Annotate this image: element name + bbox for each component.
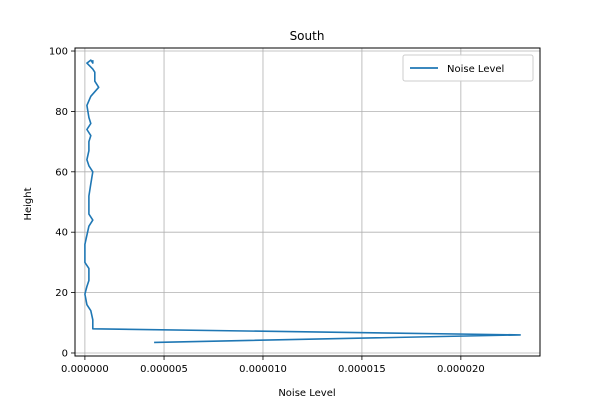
y-tick-label: 100 — [49, 47, 68, 58]
y-axis-label: Height — [23, 187, 34, 220]
y-axis: 0 20 40 60 80 100 — [49, 47, 75, 359]
series-layer — [84, 59, 522, 344]
legend-box — [402, 54, 534, 82]
x-axis: 0.000000 0.000005 0.000010 0.000015 0.000020 — [61, 356, 485, 375]
x-tick-label: 0.000005 — [140, 364, 188, 375]
legend-label: Noise Level — [447, 64, 504, 75]
x-tick-label: 0.000015 — [338, 364, 386, 375]
x-tick-label: 0.000020 — [437, 364, 485, 375]
grid — [75, 48, 540, 356]
y-tick-label: 40 — [55, 228, 68, 239]
y-tick-label: 80 — [55, 107, 68, 118]
series-line — [84, 59, 522, 344]
y-tick-label: 0 — [62, 348, 68, 359]
legend: Noise Level — [402, 54, 534, 82]
x-tick-label: 0.000010 — [239, 364, 287, 375]
chart-title: South — [290, 29, 325, 43]
plot-frame — [74, 47, 541, 357]
x-tick-label: 0.000000 — [61, 364, 109, 375]
y-tick-label: 60 — [55, 167, 68, 178]
x-axis-label: Noise Level — [278, 388, 335, 399]
y-tick-label: 20 — [55, 288, 68, 299]
